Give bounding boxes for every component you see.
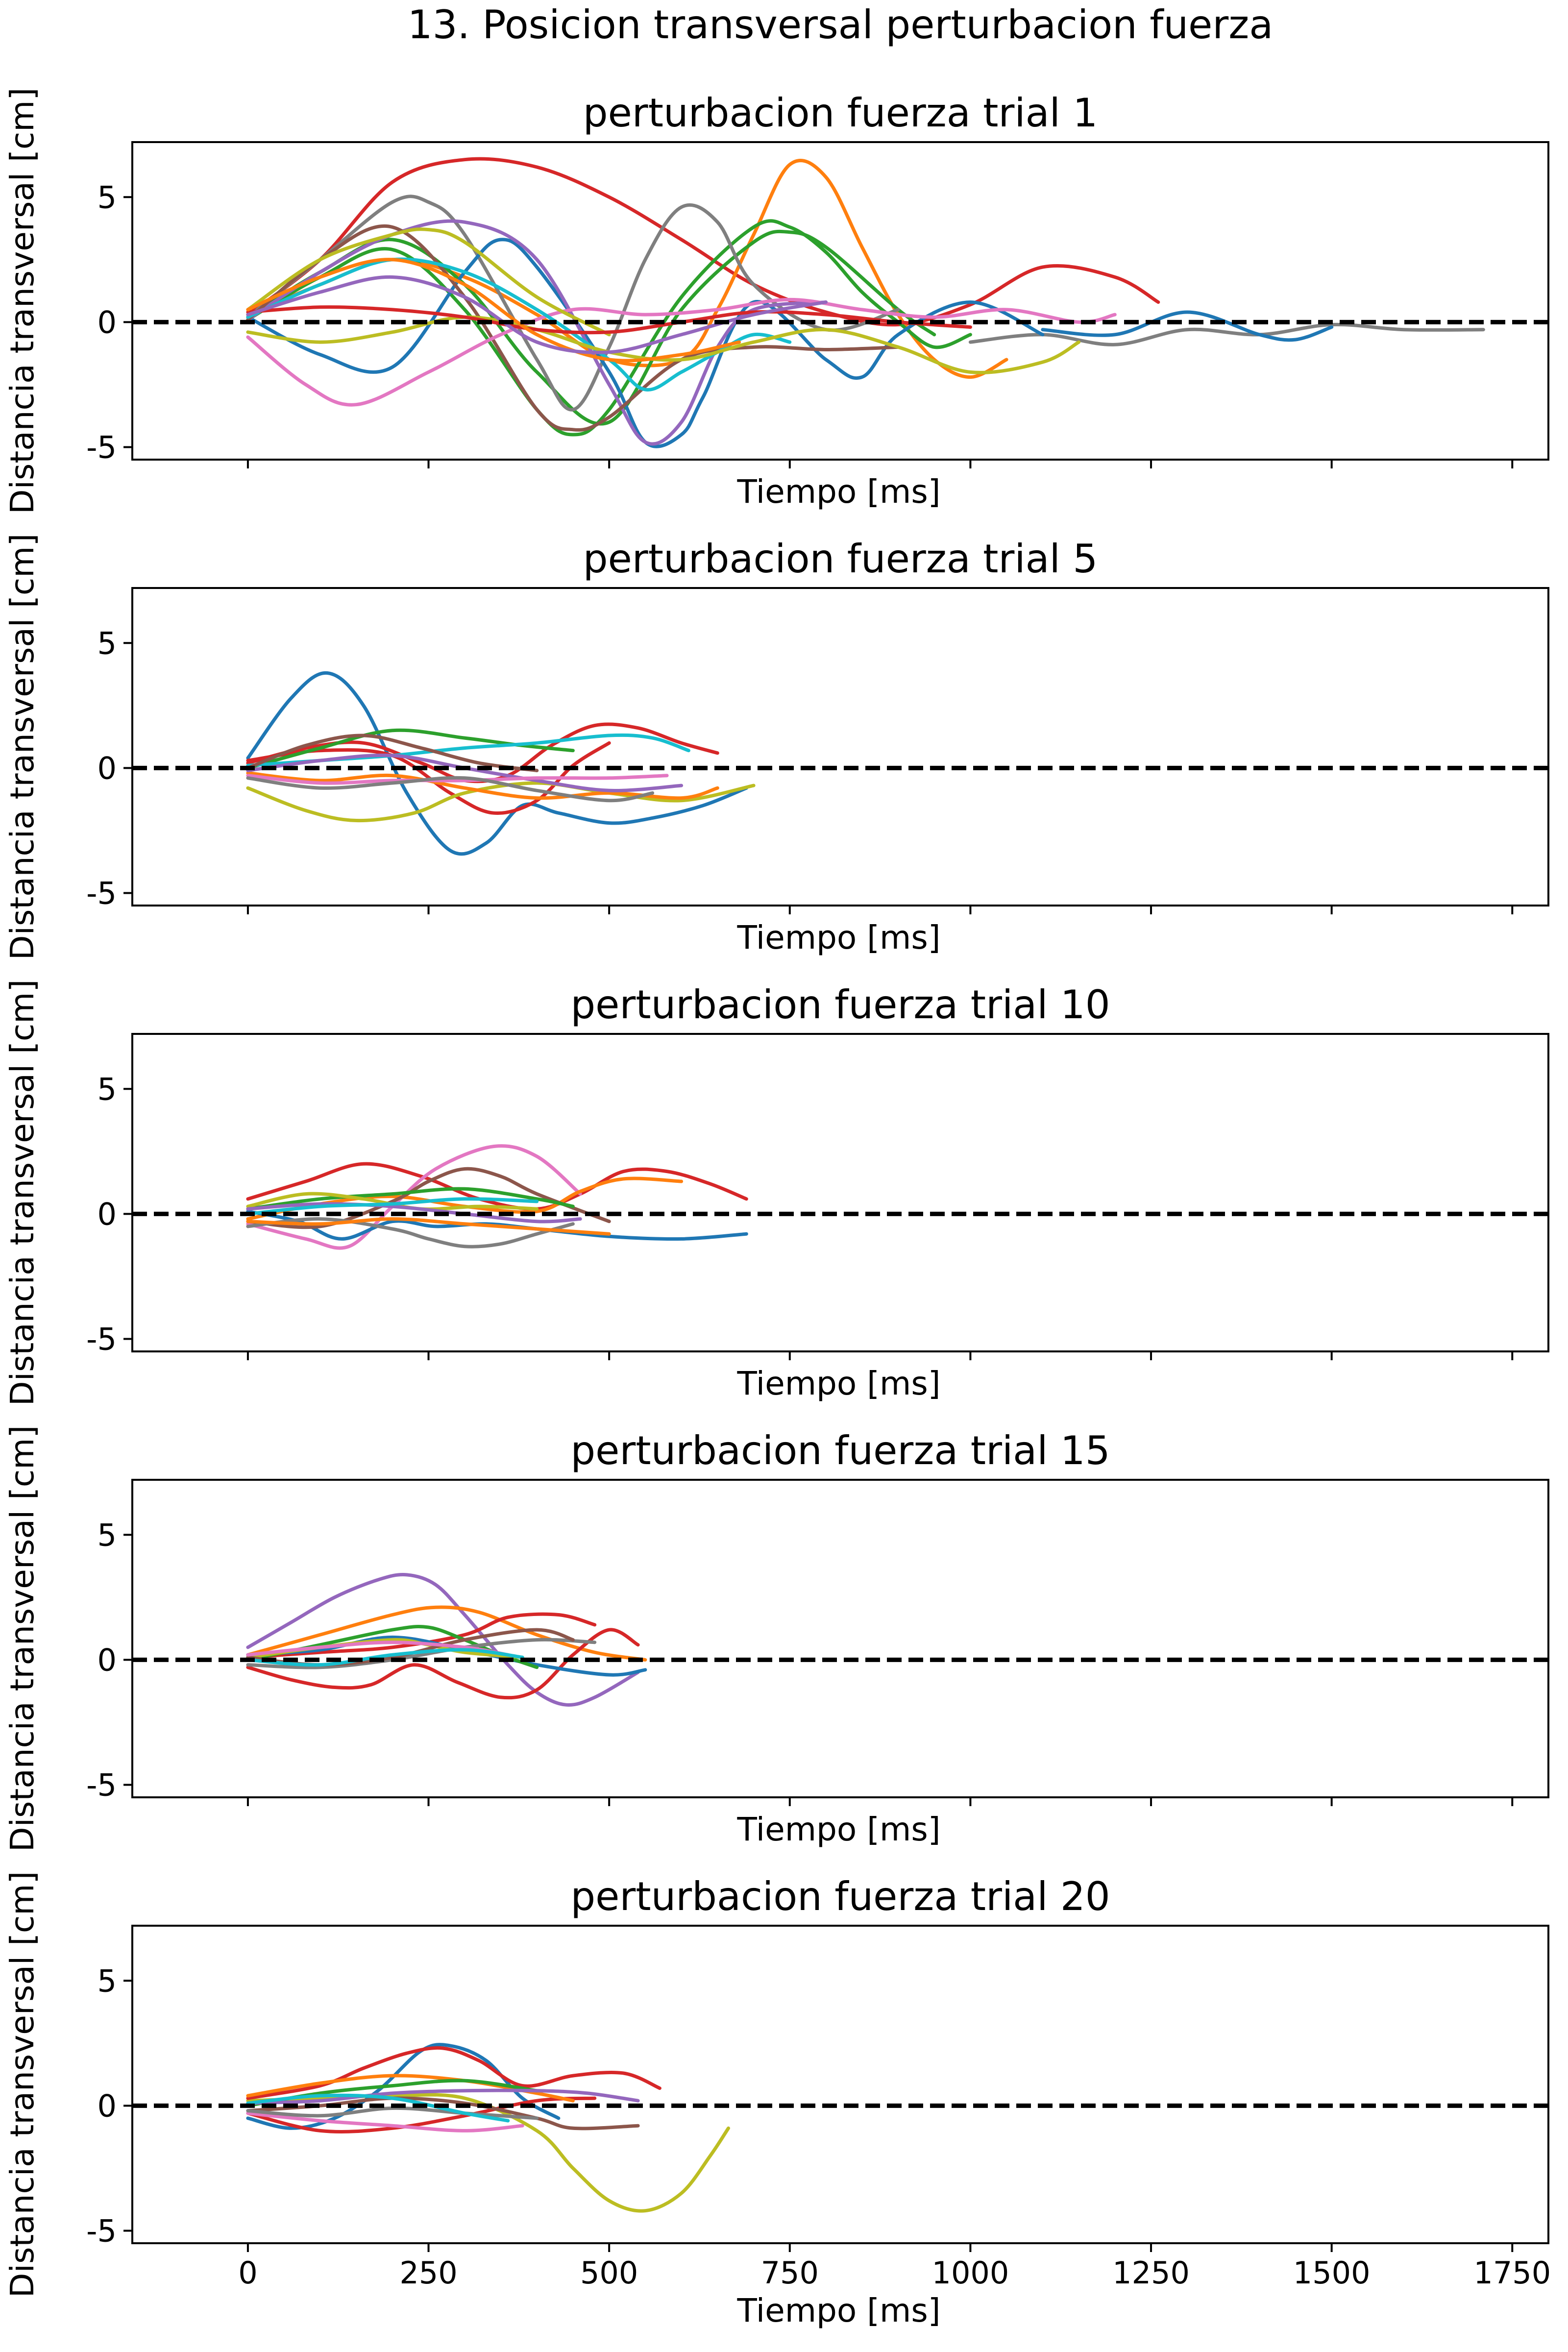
series-line-5 — [246, 2074, 575, 2103]
series-line-3 — [246, 1628, 640, 1700]
y-tick-label: 5 — [98, 179, 117, 215]
series-line-10 — [246, 2106, 539, 2120]
subplot-1: perturbacion fuerza trial 1 -5 0 5 Tiempo [m… — [3, 88, 1549, 514]
x-tick-label: 750 — [761, 2255, 819, 2291]
x-tick-label: 1500 — [1293, 2255, 1371, 2291]
series-line-11 — [246, 2093, 510, 2123]
series-group — [246, 157, 1485, 448]
series-line-1 — [246, 1573, 640, 1707]
series-group — [246, 1573, 647, 1707]
series-line-9 — [246, 734, 539, 772]
subplot-title: perturbacion fuerza trial 1 — [583, 90, 1098, 136]
series-group — [246, 2043, 730, 2213]
subplot-2: perturbacion fuerza trial 5 -5 0 5 Tiempo [m… — [3, 534, 1549, 960]
x-tick-label: 1750 — [1473, 2255, 1551, 2291]
panels: perturbacion fuerza trial 1 -5 0 5 Tiempo [m… — [3, 88, 1551, 2329]
series-line-14 — [246, 315, 1081, 374]
x-axis-label: Tiempo [ms] — [737, 473, 941, 511]
series-line-2 — [246, 1144, 582, 1250]
series-line-17 — [246, 275, 828, 354]
y-axis-label: Distancia transversal [cm] — [3, 534, 41, 960]
subplot-3: perturbacion fuerza trial 10 -5 0 5 Tiempo [… — [3, 980, 1549, 1406]
series-line-10 — [246, 1197, 539, 1216]
series-line-8 — [246, 2088, 640, 2105]
series-line-10 — [246, 774, 669, 785]
series-line-8 — [1041, 310, 1334, 342]
x-tick-label: 1250 — [1112, 2255, 1190, 2291]
x-tick-label: 1000 — [932, 2255, 1009, 2291]
y-tick-label: 0 — [98, 1196, 117, 1232]
series-line-11 — [246, 1648, 524, 1667]
subplot-title: perturbacion fuerza trial 20 — [570, 1874, 1110, 1919]
y-tick-label: -5 — [86, 1321, 117, 1357]
y-axis-label: Distancia transversal [cm] — [3, 88, 41, 514]
y-tick-label: 5 — [98, 625, 117, 661]
series-line-15 — [246, 305, 972, 335]
series-line-4 — [246, 1612, 597, 1659]
x-axis-label: Tiempo [ms] — [737, 2292, 941, 2329]
y-tick-label: -5 — [86, 1767, 117, 1803]
series-line-7 — [246, 1187, 575, 1211]
x-tick-label: 500 — [580, 2255, 638, 2291]
series-line-4 — [246, 2096, 597, 2134]
y-tick-label: 0 — [98, 750, 117, 786]
subplot-5: perturbacion fuerza trial 20 -5 0 5 0 250 500 7… — [3, 1871, 1551, 2329]
series-line-7 — [246, 2096, 640, 2131]
y-tick-label: 5 — [98, 1517, 117, 1553]
series-group — [246, 1144, 748, 1250]
y-tick-label: -5 — [86, 2213, 117, 2249]
series-line-10 — [246, 224, 900, 432]
y-tick-label: -5 — [86, 875, 117, 911]
series-line-7 — [246, 771, 719, 800]
y-tick-label: 0 — [98, 2088, 117, 2124]
y-tick-label: 0 — [98, 304, 117, 340]
series-line-7 — [246, 1638, 597, 1669]
series-line-6 — [968, 322, 1485, 346]
plot-frame — [131, 587, 1549, 906]
y-tick-label: 0 — [98, 1642, 117, 1678]
figure-title: 13. Posicion transversal perturbacion fu… — [408, 2, 1274, 48]
series-line-6 — [246, 1217, 575, 1249]
series-line-5 — [246, 195, 900, 412]
y-tick-label: 5 — [98, 1963, 117, 1999]
y-axis-label: Distancia transversal [cm] — [3, 1425, 41, 1852]
y-axis-label: Distancia transversal [cm] — [3, 1871, 41, 2298]
plot-frame — [131, 1925, 1549, 2244]
y-tick-label: 5 — [98, 1071, 117, 1107]
series-line-13 — [246, 227, 611, 337]
series-line-1 — [246, 157, 1160, 327]
series-line-5 — [246, 1167, 611, 1229]
series-line-10 — [246, 1641, 510, 1657]
series-line-1 — [246, 671, 748, 856]
series-group — [246, 671, 756, 856]
series-line-2 — [246, 1605, 647, 1662]
series-line-11 — [246, 776, 655, 803]
subplot-title: perturbacion fuerza trial 10 — [570, 982, 1110, 1028]
series-line-7 — [246, 238, 1045, 448]
plot-frame — [131, 141, 1549, 461]
series-line-11 — [246, 297, 1117, 407]
series-line-9 — [246, 219, 828, 446]
x-axis-label: Tiempo [ms] — [737, 1811, 941, 1848]
series-line-11 — [246, 1217, 611, 1236]
series-line-16 — [246, 258, 741, 363]
y-axis-label: Distancia transversal [cm] — [3, 980, 41, 1406]
x-tick-label: 250 — [399, 2255, 457, 2291]
plot-frame — [131, 1479, 1549, 1798]
y-tick-label: -5 — [86, 429, 117, 465]
series-line-9 — [246, 1202, 582, 1224]
x-axis-label: Tiempo [ms] — [737, 1365, 941, 1402]
x-axis-label: Tiempo [ms] — [737, 919, 941, 956]
series-line-9 — [246, 2111, 524, 2132]
plot-frame — [131, 1033, 1549, 1352]
subplot-title: perturbacion fuerza trial 5 — [583, 536, 1098, 582]
subplot-title: perturbacion fuerza trial 15 — [570, 1428, 1110, 1473]
x-tick-label: 0 — [238, 2255, 257, 2291]
subplot-4: perturbacion fuerza trial 15 -5 0 5 Tiempo [… — [3, 1425, 1549, 1852]
